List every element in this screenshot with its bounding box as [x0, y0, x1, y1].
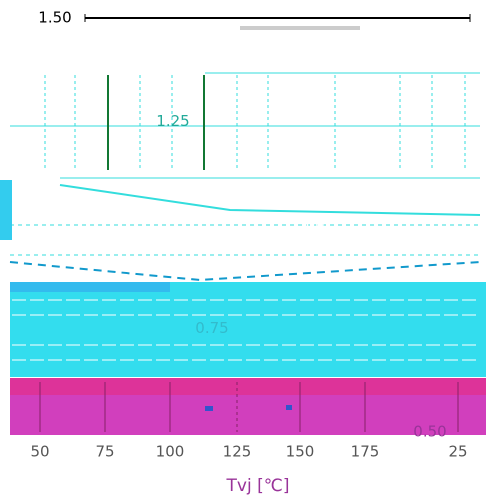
- y-tick-label: 1.25: [156, 112, 189, 130]
- glitch: [0, 180, 12, 240]
- glitch: [286, 405, 292, 410]
- glitch: [205, 406, 213, 411]
- band: [10, 395, 486, 435]
- glitch-grid: [9, 177, 481, 282]
- x-tick-label: 25: [448, 443, 467, 461]
- y-tick-label: 1.00: [291, 216, 324, 234]
- x-tick-label: 50: [30, 443, 49, 461]
- band: [10, 282, 486, 377]
- glitch-grid: [39, 382, 459, 432]
- x-axis-label: Tvj [℃]: [226, 476, 290, 496]
- x-tick-label: 175: [351, 443, 380, 461]
- x-tick-label: 150: [286, 443, 315, 461]
- glitch: [240, 26, 360, 30]
- x-tick-label: 75: [95, 443, 114, 461]
- x-tick-label: 100: [156, 443, 185, 461]
- band: [10, 282, 170, 292]
- glitch-grid: [10, 72, 480, 170]
- y-tick-label: 0.75: [195, 319, 228, 337]
- glitch-grid: [12, 299, 480, 361]
- y-tick-label: 0.50: [413, 423, 446, 441]
- y-tick-label: 1.50: [38, 9, 71, 27]
- x-tick-label: 125: [223, 443, 252, 461]
